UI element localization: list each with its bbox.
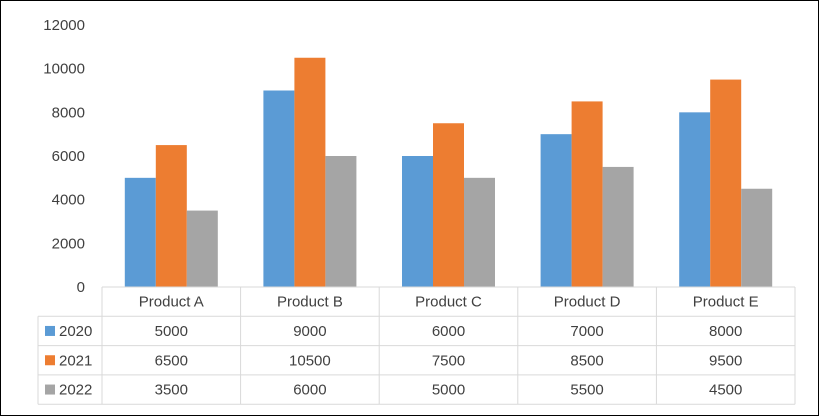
legend-key-2020	[45, 325, 55, 336]
data-table-cell: 9500	[709, 352, 742, 369]
y-tick-label: 12000	[43, 17, 85, 34]
y-tick-label: 2000	[52, 235, 85, 252]
bar-2020-4	[679, 112, 711, 287]
bar-2020-3	[540, 134, 572, 287]
data-table-cell: 10500	[289, 352, 331, 369]
bar-2020-2	[402, 156, 433, 287]
series-name: 2022	[59, 382, 92, 399]
data-table-cell: 7500	[432, 352, 465, 369]
bar-2022-3	[602, 166, 634, 287]
legend-key-2022	[45, 384, 55, 395]
bar-2021-1	[294, 57, 326, 287]
y-tick-label: 10000	[43, 61, 85, 78]
data-table-cell: 9000	[293, 323, 326, 340]
data-table-cell: 6000	[432, 323, 465, 340]
series-name: 2021	[59, 352, 92, 369]
category-label: Product E	[693, 294, 759, 311]
y-tick-label: 0	[77, 279, 85, 296]
bar-2022-0	[186, 210, 218, 287]
data-table-cell: 6000	[293, 382, 326, 399]
data-table-cell: 4500	[709, 382, 742, 399]
data-table-cell: 8500	[570, 352, 603, 369]
bar-2020-1	[263, 90, 295, 287]
data-table-cell: 8000	[709, 323, 742, 340]
category-label: Product A	[139, 294, 204, 311]
bar-2022-2	[464, 177, 495, 287]
category-label: Product B	[277, 294, 343, 311]
bar-2020-0	[124, 177, 156, 287]
y-tick-label: 6000	[52, 148, 85, 165]
data-table-cell: 5000	[432, 382, 465, 399]
data-table-cell: 3500	[155, 382, 188, 399]
bar-2021-0	[155, 145, 187, 287]
bar-2021-2	[433, 123, 464, 287]
y-tick-label: 8000	[52, 104, 85, 121]
bar-2021-4	[710, 79, 742, 287]
y-axis: 0 2000 4000 6000 8000 10000 12000	[43, 17, 85, 296]
bar-2022-4	[741, 188, 773, 287]
legend-key-2021	[45, 355, 55, 366]
data-table-cell: 5500	[570, 382, 603, 399]
bars	[124, 57, 773, 288]
category-label: Product C	[415, 294, 482, 311]
category-label: Product D	[554, 294, 621, 311]
bar-2021-3	[571, 101, 603, 288]
y-tick-label: 4000	[52, 192, 85, 209]
data-table-cell: 6500	[155, 352, 188, 369]
data-table-cell: 5000	[155, 323, 188, 340]
data-table: Product A Product B Product C Product D Prod…	[37, 286, 796, 405]
bar-2022-1	[325, 156, 357, 287]
data-table-cell: 7000	[570, 323, 603, 340]
series-name: 2020	[59, 323, 92, 340]
